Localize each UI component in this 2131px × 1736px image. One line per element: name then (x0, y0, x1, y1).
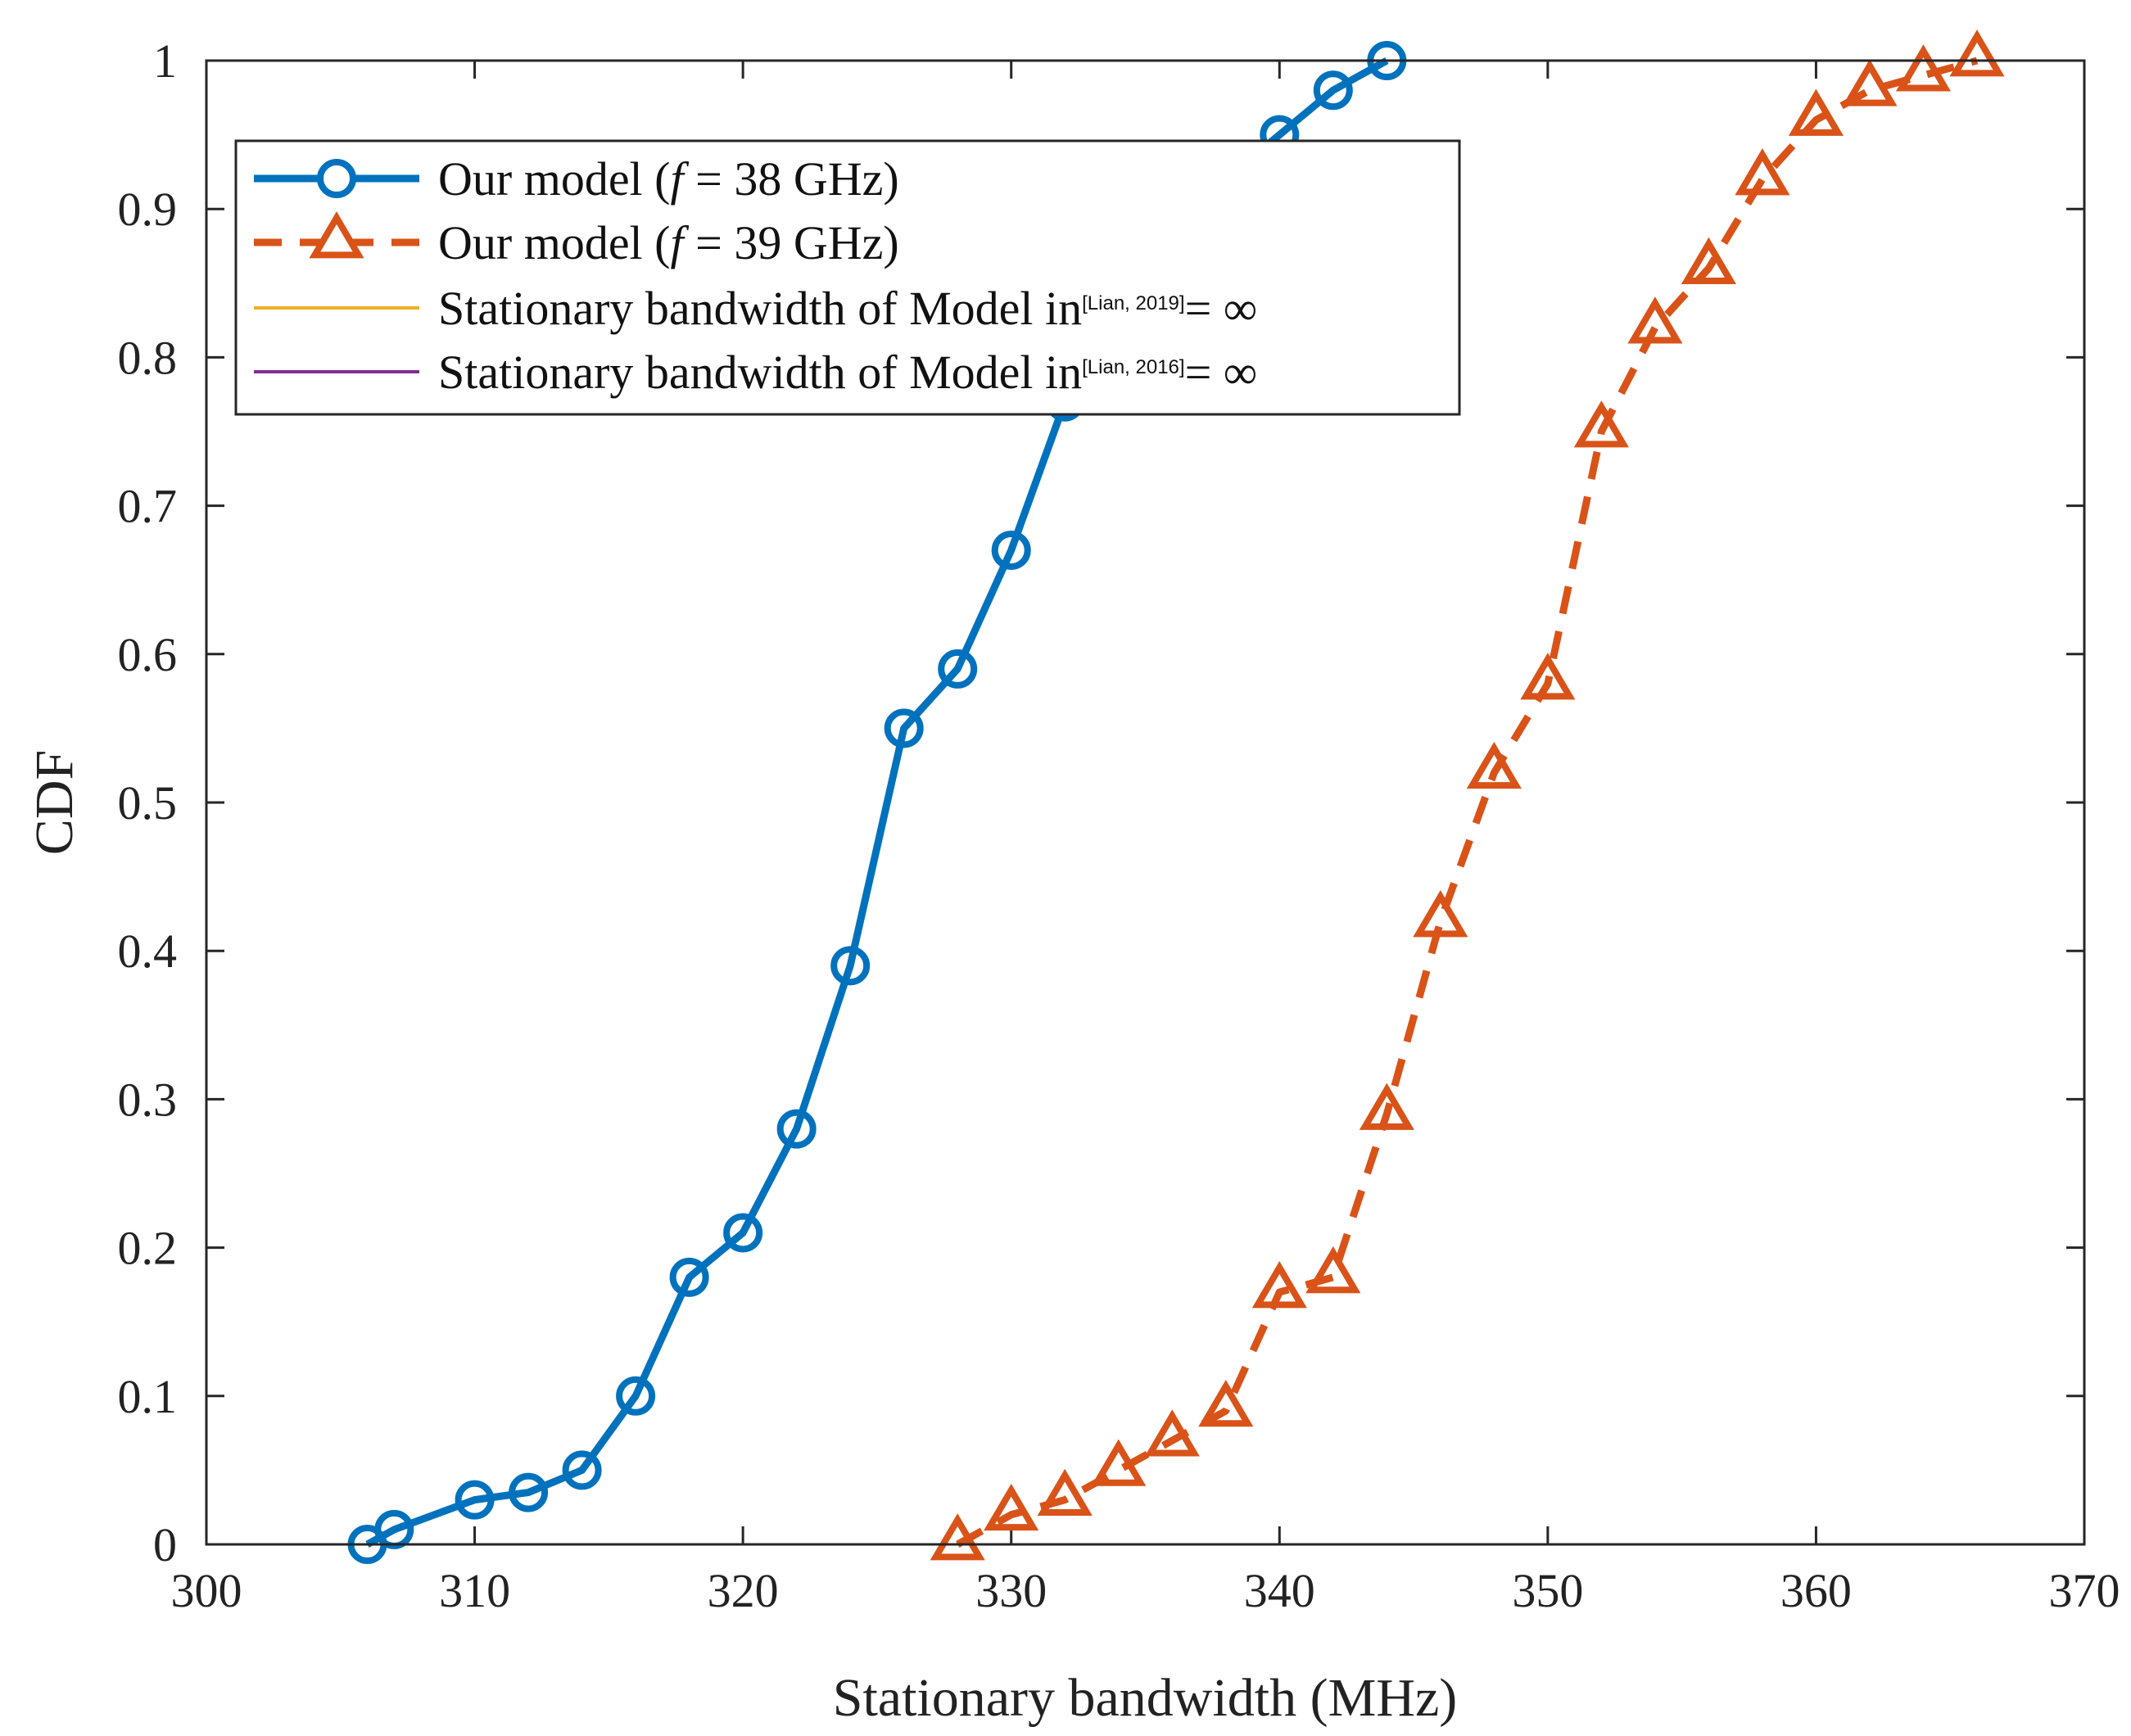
y-tick-label: 0.1 (118, 1370, 178, 1423)
series-2-point (1573, 400, 1629, 448)
series-2-point (1842, 59, 1898, 106)
series-2-point (984, 1483, 1039, 1531)
series-2-point (1788, 88, 1844, 136)
legend-label-main: Stationary bandwidth of Model in (438, 346, 1082, 399)
legend-entry-4: Stationary bandwidth of Model in[Lian, 2… (254, 346, 1257, 399)
x-tick-label: 340 (1244, 1564, 1315, 1617)
legend-label-ref: [Lian, 2019] (1082, 292, 1184, 314)
y-tick-label: 0 (153, 1518, 177, 1571)
legend-label-ref: [Lian, 2016] (1082, 356, 1184, 378)
legend: Our model (f = 38 GHz) Our model (f = 39 … (234, 139, 1461, 416)
y-tick-label: 0.8 (118, 331, 178, 384)
series-2-point (1735, 148, 1790, 196)
x-tick-label: 320 (708, 1564, 779, 1617)
y-tick-label: 0.2 (118, 1222, 178, 1275)
legend-label-main: Stationary bandwidth of Model in (438, 282, 1082, 335)
x-tick-label: 350 (1512, 1564, 1583, 1617)
series-2-point (1037, 1468, 1093, 1516)
series-2-point (1359, 1083, 1414, 1130)
legend-label: Our model (f = 38 GHz) (438, 152, 899, 206)
x-tick-label: 300 (171, 1564, 242, 1617)
legend-label-suffix: = 38 GHz) (684, 152, 899, 206)
x-tick-label: 330 (975, 1564, 1047, 1617)
legend-label: Stationary bandwidth of Model in[Lian, 2… (438, 282, 1257, 335)
series-1-point (562, 1450, 602, 1490)
legend-entry-2: Our model (f = 39 GHz) (254, 211, 899, 269)
series-1-point (776, 1109, 817, 1149)
legend-entry-1: Our model (f = 38 GHz) (254, 152, 899, 206)
series-2-point (1949, 29, 2005, 77)
legend-swatch-marker (317, 159, 356, 198)
series-1-point (830, 946, 871, 986)
y-tick-label: 0.4 (118, 925, 178, 978)
series-1-point (884, 708, 924, 748)
series-1-point (938, 649, 978, 689)
legend-label: Stationary bandwidth of Model in[Lian, 2… (438, 346, 1257, 399)
series-2-point (1091, 1439, 1147, 1486)
y-tick-label: 1 (153, 34, 177, 88)
legend-label-prefix: Our model ( (438, 152, 671, 206)
y-axis-title: CDF (25, 750, 84, 855)
series-1-point (991, 530, 1031, 570)
legend-label-tail: = ∞ (1185, 346, 1258, 399)
series-1-point (723, 1213, 763, 1253)
series-1-point (455, 1480, 495, 1520)
y-tick-label: 0.3 (118, 1073, 178, 1126)
legend-label-prefix: Our model ( (438, 216, 671, 269)
x-tick-label: 370 (2049, 1564, 2120, 1617)
y-tick-label: 0.7 (118, 480, 178, 533)
series-2-point (1520, 653, 1576, 700)
x-axis-title: Stationary bandwidth (MHz) (833, 1668, 1458, 1728)
tick-labels: 300 310 320 330 340 350 360 370 0 0.1 0.2 0.3 0.4 0.5… (118, 34, 2120, 1617)
series-2-point (930, 1513, 985, 1561)
legend-box (234, 139, 1461, 416)
x-tick-label: 360 (1780, 1564, 1852, 1617)
series-1-point (1313, 70, 1353, 111)
legend-label: Our model (f = 39 GHz) (438, 216, 899, 269)
series-2-point (1466, 741, 1522, 789)
y-tick-label: 0.5 (118, 776, 178, 830)
series-2-point (1681, 237, 1736, 285)
series-1-point (374, 1509, 414, 1549)
legend-label-tail: = ∞ (1185, 282, 1258, 335)
series-2-group (930, 29, 2005, 1561)
legend-label-suffix: = 39 GHz) (684, 216, 899, 269)
series-2-point (1198, 1380, 1254, 1427)
series-2-point (1305, 1245, 1361, 1294)
series-1-point (669, 1257, 709, 1297)
plot-frame (205, 59, 2086, 1546)
legend-entry-3: Stationary bandwidth of Model in[Lian, 2… (254, 282, 1257, 335)
series-2-point (1251, 1261, 1307, 1309)
series-2-point (1895, 44, 1952, 92)
y-tick-label: 0.6 (118, 628, 178, 681)
series-2-point (1413, 890, 1468, 938)
legend-swatch-marker (309, 211, 364, 259)
x-tick-label: 310 (439, 1564, 510, 1617)
series-2-point (1144, 1409, 1200, 1457)
series-1-point (616, 1376, 656, 1416)
series-2-point (1627, 296, 1683, 344)
series-1-point (509, 1472, 549, 1512)
y-tick-label: 0.9 (118, 183, 178, 236)
